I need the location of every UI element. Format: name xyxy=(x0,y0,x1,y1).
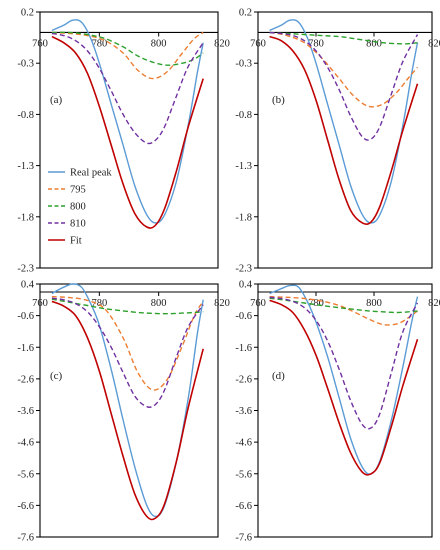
panel-label: (b) xyxy=(272,94,285,106)
y-tick-label: -0.6 xyxy=(17,311,34,322)
series-line-real-peak xyxy=(51,283,204,518)
x-tick-label: 820 xyxy=(428,298,440,309)
series-line-real-peak xyxy=(51,19,204,224)
x-tick-label: 760 xyxy=(250,298,266,309)
panel-1: 0.2 -0.3 -0.8 -1.3 -1.8 -2.3 760 780 800 820 (b) xyxy=(235,8,440,275)
legend-label: 800 xyxy=(70,202,86,213)
series-line-810 xyxy=(51,297,204,408)
series-line-795 xyxy=(269,295,418,326)
y-tick-label: -1.3 xyxy=(235,161,252,172)
series-line-795 xyxy=(51,31,204,80)
panel-0: 0.2 -0.3 -0.8 -1.3 -1.8 -2.3 760 780 800 820 (a) xyxy=(17,8,230,275)
x-tick-label: 780 xyxy=(91,38,107,49)
y-tick-label: 0.2 xyxy=(239,8,252,19)
series-line-795 xyxy=(51,295,204,391)
x-tick-label: 800 xyxy=(151,38,167,49)
x-tick-label: 760 xyxy=(32,298,48,309)
y-tick-label: -3.6 xyxy=(17,406,34,417)
x-tick-label: 820 xyxy=(428,38,440,49)
y-tick-label: -0.3 xyxy=(17,59,34,70)
y-tick-label: -6.6 xyxy=(235,501,252,512)
y-tick-label: -1.8 xyxy=(17,212,34,223)
x-tick-label: 800 xyxy=(366,298,382,309)
series-line-fit xyxy=(51,300,204,521)
y-tick-label: -1.6 xyxy=(235,343,252,354)
y-tick-label: 0.2 xyxy=(21,8,34,19)
plot-frame xyxy=(39,11,219,269)
plot-frame xyxy=(257,283,433,538)
x-tick-label: 780 xyxy=(91,298,107,309)
y-tick-label: -4.6 xyxy=(17,438,34,449)
y-tick-label: 0.4 xyxy=(21,280,35,291)
x-tick-label: 800 xyxy=(366,38,382,49)
y-tick-label: -5.6 xyxy=(17,469,34,480)
y-tick-label: -4.6 xyxy=(235,438,252,449)
panel-label: (c) xyxy=(50,370,63,382)
series-line-810 xyxy=(269,296,419,430)
y-tick-label: -7.6 xyxy=(235,533,252,544)
y-tick-label: -3.6 xyxy=(235,406,252,417)
series-line-real-peak xyxy=(269,284,419,475)
legend-label: 795 xyxy=(70,185,86,196)
y-tick-label: 0.4 xyxy=(239,280,253,291)
y-tick-label: -0.8 xyxy=(17,110,34,121)
panel-3: 0.4 -0.6 -1.6 -2.6 -3.6 -4.6 -5.6 -6.6 -7.6 760 78… xyxy=(235,280,440,544)
series-line-800 xyxy=(269,31,418,45)
y-tick-label: -1.6 xyxy=(17,343,34,354)
panel-2: 0.4 -0.6 -1.6 -2.6 -3.6 -4.6 -5.6 -6.6 -7.6 760 78… xyxy=(17,280,230,544)
series-line-fit xyxy=(51,35,204,229)
y-tick-label: -5.6 xyxy=(235,469,252,480)
legend-label: Fit xyxy=(70,236,82,247)
y-tick-label: -7.6 xyxy=(17,533,34,544)
legend: Real peak 795 800 810 Fit xyxy=(48,168,112,247)
x-tick-label: 780 xyxy=(308,38,324,49)
y-tick-label: -2.3 xyxy=(235,264,252,275)
plot-frame xyxy=(257,11,433,269)
series-line-800 xyxy=(269,297,418,314)
legend-label: Real peak xyxy=(70,168,112,179)
series-line-fit xyxy=(269,35,419,225)
y-tick-label: -2.3 xyxy=(17,264,34,275)
x-tick-label: 780 xyxy=(308,298,324,309)
y-tick-label: -1.8 xyxy=(235,212,252,223)
x-tick-label: 800 xyxy=(151,298,167,309)
panel-label: (d) xyxy=(272,370,285,382)
y-tick-label: -2.6 xyxy=(235,374,252,385)
x-tick-label: 760 xyxy=(250,38,266,49)
legend-label: 810 xyxy=(70,219,86,230)
series-line-810 xyxy=(269,31,419,141)
panel-label: (a) xyxy=(50,94,63,106)
x-tick-label: 760 xyxy=(32,38,48,49)
series-line-800 xyxy=(51,298,204,315)
series-line-810 xyxy=(51,32,204,145)
y-tick-label: -0.3 xyxy=(235,59,252,70)
series-line-real-peak xyxy=(269,19,419,224)
series-line-fit xyxy=(269,299,419,476)
y-tick-label: -1.3 xyxy=(17,161,34,172)
y-tick-label: -0.6 xyxy=(235,311,252,322)
y-tick-label: -0.8 xyxy=(235,110,252,121)
x-tick-label: 820 xyxy=(214,298,230,309)
series-line-795 xyxy=(269,31,419,108)
x-tick-label: 820 xyxy=(214,38,230,49)
y-tick-label: -6.6 xyxy=(17,501,34,512)
y-tick-label: -2.6 xyxy=(17,374,34,385)
series-line-800 xyxy=(51,31,204,66)
